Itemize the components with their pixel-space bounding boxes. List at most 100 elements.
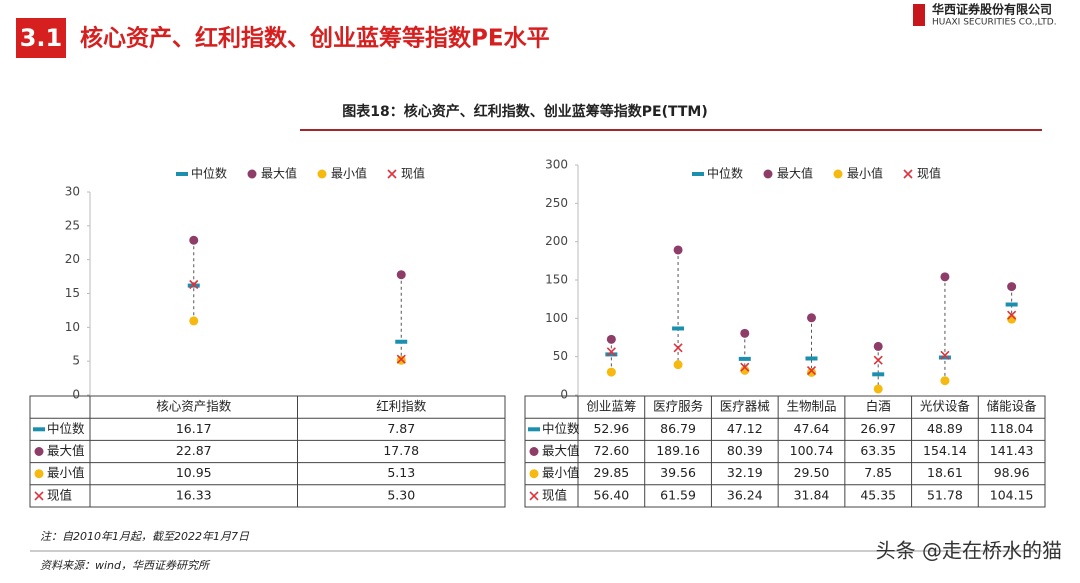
figure-title: 图表18：核心资产、红利指数、创业蓝筹等指数PE(TTM) (342, 103, 707, 120)
table-cell: 61.59 (660, 487, 696, 502)
table-cell: 72.60 (593, 443, 629, 458)
legend-symbol (387, 169, 397, 179)
table-header: 医疗器械 (720, 399, 771, 414)
table-row-label: 现值 (47, 487, 72, 502)
table-row-label: 中位数 (47, 421, 85, 436)
table-cell: 154.14 (923, 443, 967, 458)
table-cell: 63.35 (860, 443, 896, 458)
point-circle (873, 384, 883, 394)
point-cross (673, 343, 683, 353)
table-cell: 18.61 (927, 465, 963, 480)
point-circle (873, 341, 883, 351)
legend-symbol (833, 169, 843, 179)
table-header: 红利指数 (376, 399, 427, 414)
table-header: 创业蓝筹 (586, 399, 636, 414)
table-cell: 86.79 (660, 421, 696, 436)
legend-symbol (763, 169, 773, 179)
section-number: 3.1 (20, 24, 63, 52)
table-row-label: 中位数 (542, 421, 580, 436)
y-tick-label: 300 (545, 158, 568, 172)
point-circle (673, 360, 683, 370)
table-header: 核心资产指数 (156, 399, 232, 414)
table-cell: 16.33 (176, 487, 212, 502)
y-tick-label: 50 (553, 349, 568, 363)
point-circle (673, 245, 683, 255)
point-circle (807, 313, 816, 323)
point-dash (738, 356, 751, 361)
y-tick-label: 15 (65, 286, 80, 300)
table-row-label: 最小值 (47, 465, 85, 480)
legend-label: 中位数 (191, 166, 227, 181)
table-symbol (529, 491, 539, 501)
table-cell: 141.43 (990, 443, 1034, 458)
table-symbol (529, 447, 539, 456)
table-symbol (33, 427, 45, 432)
point-cross (740, 362, 750, 372)
y-tick-label: 0 (560, 388, 568, 402)
table-cell: 5.13 (387, 465, 415, 480)
point-cross (396, 354, 406, 364)
point-cross (940, 350, 950, 360)
table-cell: 17.78 (383, 443, 419, 458)
y-tick-label: 250 (545, 196, 568, 210)
point-dash (672, 326, 685, 331)
table-cell: 51.78 (927, 487, 963, 502)
table-cell: 26.97 (860, 421, 896, 436)
table-cell: 7.85 (864, 465, 892, 480)
logo-mark (913, 4, 925, 26)
table-border (29, 395, 506, 508)
y-tick-label: 0 (72, 388, 80, 402)
table-row-label: 最大值 (542, 443, 580, 458)
legend-label: 中位数 (707, 166, 743, 181)
point-dash (872, 372, 885, 377)
table-cell: 100.74 (790, 443, 834, 458)
source: 资料来源：wind，华西证券研究所 (40, 559, 211, 572)
table-cell: 16.17 (176, 421, 212, 436)
table-cell: 80.39 (727, 443, 763, 458)
legend-symbol (176, 172, 188, 176)
legend-label: 最小值 (847, 166, 883, 181)
point-circle (940, 272, 950, 282)
legend-symbol (903, 169, 913, 179)
table-cell: 104.15 (990, 487, 1034, 502)
table-cell: 98.96 (994, 465, 1030, 480)
company-name: 华西证券股份有限公司 (932, 2, 1052, 17)
table-cell: 47.64 (794, 421, 830, 436)
point-circle (396, 270, 406, 280)
y-tick-label: 5 (72, 354, 80, 368)
page-title: 核心资产、红利指数、创业蓝筹等指数PE水平 (80, 25, 550, 52)
company-name-en: HUAXI SECURITIES CO.,LTD. (932, 18, 1057, 28)
point-circle (740, 365, 750, 375)
table-cell: 56.40 (593, 487, 629, 502)
y-tick-label: 30 (65, 185, 80, 199)
note: 注：自2010年1月起，截至2022年1月7日 (40, 530, 250, 543)
y-tick-label: 20 (65, 252, 80, 266)
table-cell: 47.12 (727, 421, 763, 436)
y-tick-label: 100 (545, 311, 568, 325)
y-tick-label: 200 (545, 234, 568, 248)
legend-label: 现值 (401, 166, 425, 181)
point-dash (605, 352, 618, 357)
legend-symbol (317, 169, 327, 179)
table-cell: 31.84 (794, 487, 830, 502)
point-circle (189, 316, 199, 326)
section-box (16, 18, 66, 58)
point-cross (873, 355, 883, 365)
table-header: 白酒 (866, 399, 891, 414)
legend-symbol (692, 172, 704, 176)
legend-symbol (247, 169, 257, 179)
point-cross (189, 279, 199, 290)
table-border (524, 395, 1046, 508)
table-cell: 189.16 (656, 443, 700, 458)
table-cell: 5.30 (387, 487, 415, 502)
table-row-label: 现值 (542, 487, 567, 502)
table-cell: 29.50 (794, 465, 830, 480)
legend-label: 现值 (917, 166, 941, 181)
point-cross (806, 366, 817, 376)
legend-label: 最大值 (777, 166, 813, 181)
point-circle (807, 367, 816, 377)
table-header: 储能设备 (987, 399, 1038, 414)
table-row-label: 最小值 (542, 465, 580, 480)
